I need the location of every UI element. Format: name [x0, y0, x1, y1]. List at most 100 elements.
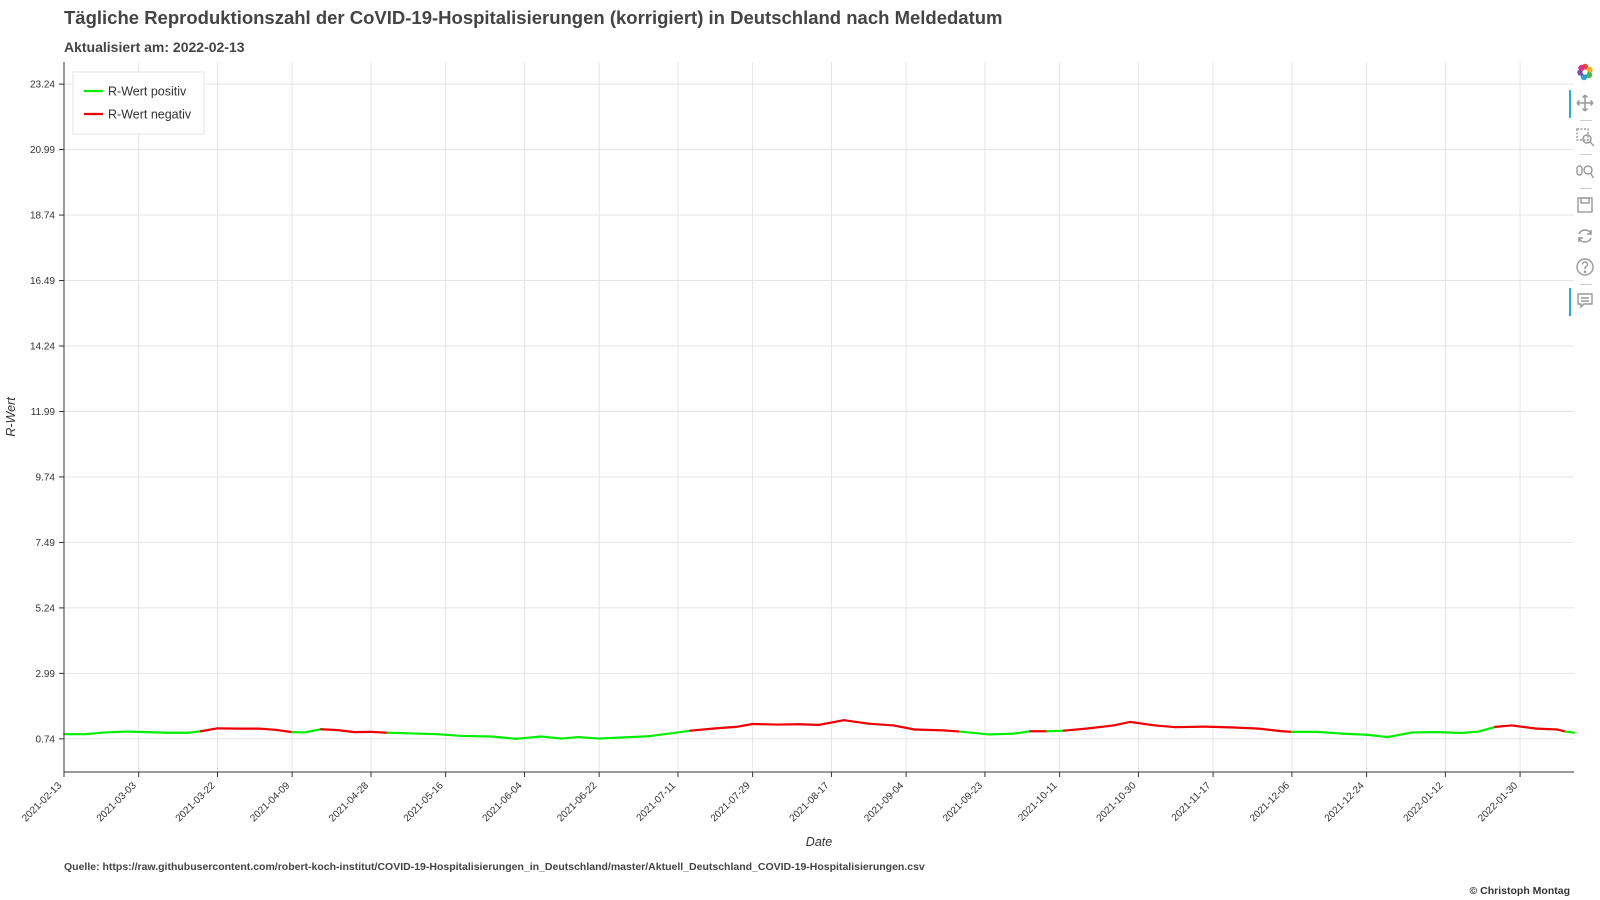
x-tick-label: 2022-01-30 [1476, 780, 1520, 824]
line-segment-positiv [145, 731, 169, 734]
line-segment-positiv [577, 735, 601, 740]
data-point [689, 729, 692, 732]
line-segment-negativ [199, 727, 219, 733]
line-segment-positiv [1386, 731, 1414, 739]
help-icon[interactable] [1572, 253, 1598, 281]
line-segment-negativ [689, 727, 717, 732]
y-tick-label: 20.99 [30, 145, 55, 156]
line-segment-negativ [1510, 724, 1538, 730]
x-tick-label: 2021-02-13 [20, 780, 64, 824]
data-point [1436, 731, 1439, 734]
bokeh-logo-icon[interactable] [1572, 58, 1598, 86]
data-point [623, 736, 625, 739]
data-point [258, 727, 260, 730]
line-segment-negativ [1535, 727, 1559, 731]
save-icon[interactable] [1572, 191, 1598, 219]
line-segment-negativ [1087, 724, 1115, 730]
data-point [386, 731, 389, 734]
data-point [336, 729, 339, 731]
data-point [237, 727, 240, 730]
line-segment-positiv [1315, 730, 1343, 735]
data-point [166, 731, 169, 734]
data-point [1013, 732, 1015, 735]
data-point [407, 732, 410, 735]
data-point [1046, 730, 1049, 733]
line-segment-positiv [598, 736, 626, 740]
data-point [320, 728, 323, 731]
line-segment-positiv [1012, 730, 1032, 735]
legend: R-Wert positiv R-Wert negativ [72, 71, 205, 135]
legend-box [72, 71, 205, 135]
data-point [892, 724, 895, 727]
data-point [1365, 733, 1368, 736]
line-segment-positiv [515, 735, 543, 740]
line-segment-negativ [892, 724, 916, 731]
line-segment-negativ [1174, 725, 1206, 729]
line-segment-positiv [1477, 725, 1497, 733]
data-point [146, 731, 148, 734]
y-tick-label: 23.24 [30, 80, 55, 91]
line-segment-positiv [1365, 733, 1389, 739]
chart-subtitle: Aktualisiert am: 2022-02-13 [64, 39, 245, 55]
line-segment-positiv [104, 730, 128, 734]
line-segment-negativ [1556, 728, 1567, 733]
wheel-zoom-icon[interactable] [1572, 157, 1598, 185]
line-segment-negativ [817, 719, 845, 726]
data-point [959, 730, 961, 733]
data-point [83, 733, 86, 736]
line-segment-negativ [1062, 727, 1090, 732]
data-point [1477, 730, 1480, 733]
x-tick-label: 2021-04-28 [327, 780, 371, 824]
line-segment-negativ [867, 722, 895, 727]
data-point [1257, 727, 1260, 730]
reset-icon[interactable] [1572, 222, 1598, 250]
line-segment-positiv [560, 735, 580, 740]
copyright-note: © Christoph Montag [1469, 885, 1570, 897]
x-axis-label: Date [806, 835, 832, 849]
data-point [598, 737, 601, 740]
data-point [303, 731, 306, 734]
line-segment-negativ [1112, 720, 1132, 727]
data-point [1291, 730, 1293, 733]
data-point [1573, 731, 1575, 734]
data-point [560, 737, 563, 740]
line-segment-positiv [987, 732, 1016, 736]
data-point [461, 735, 464, 737]
pan-icon[interactable] [1569, 89, 1598, 118]
x-tick-label: 2021-03-03 [95, 780, 139, 824]
x-tick-label: 2021-09-04 [862, 780, 906, 824]
toolbar-separator [1580, 154, 1592, 155]
data-point [842, 719, 845, 722]
data-point [353, 731, 356, 734]
data-point [104, 731, 107, 734]
data-point [751, 723, 754, 725]
line-segment-positiv [1046, 729, 1065, 733]
hover-icon[interactable] [1569, 287, 1598, 316]
data-point [942, 729, 945, 732]
box-zoom-icon[interactable] [1572, 123, 1598, 151]
data-point [1087, 727, 1090, 730]
series-lines [62, 719, 1576, 740]
y-axis-label: R-Wert [4, 397, 18, 437]
data-point [714, 727, 717, 730]
x-tick-label: 2021-04-09 [248, 780, 292, 824]
y-tick-label: 14.24 [30, 342, 55, 353]
data-point [1154, 724, 1156, 727]
y-tick-label: 5.24 [36, 603, 56, 614]
line-segment-positiv [436, 733, 464, 738]
data-point [1174, 726, 1177, 729]
data-point [274, 728, 277, 731]
data-point [1386, 736, 1389, 738]
data-point [677, 731, 679, 734]
x-tick-label: 2021-12-06 [1248, 780, 1292, 824]
line-segment-positiv [539, 735, 563, 740]
line-segment-negativ [336, 728, 356, 734]
line-segment-negativ [1494, 724, 1513, 728]
line-segment-positiv [407, 732, 439, 736]
line-segment-positiv [490, 735, 518, 740]
line-segment-negativ [942, 729, 962, 733]
x-tick-label: 2021-06-04 [481, 780, 525, 824]
chart-title: Tägliche Reproduktionszahl der CoVID-19-… [64, 7, 1003, 28]
data-point [1203, 725, 1206, 728]
